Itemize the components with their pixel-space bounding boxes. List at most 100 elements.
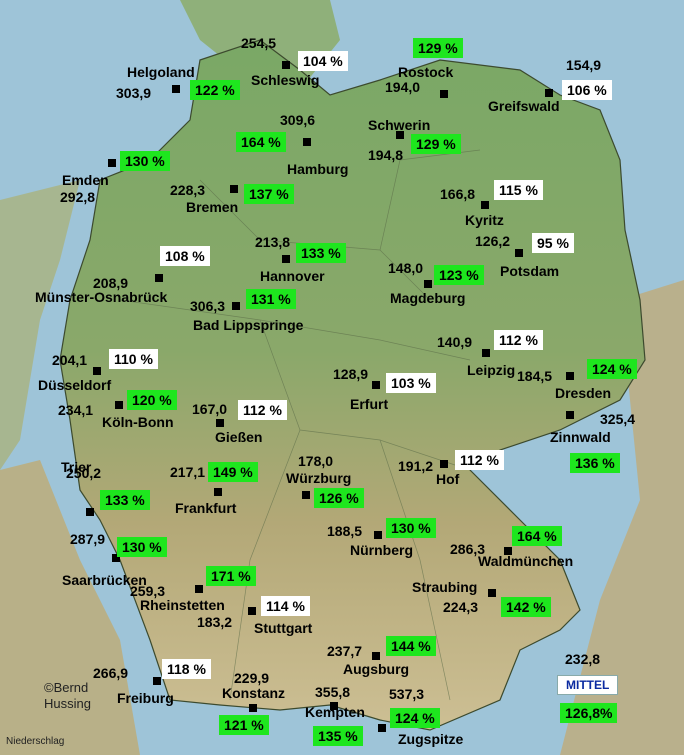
station-value-hof: 191,2 <box>398 458 434 474</box>
station-percent-badge-lippspringe: 131 % <box>246 289 296 309</box>
station-value-nuernberg: 188,5 <box>327 523 363 539</box>
station-name-saarbruecken: Saarbrücken <box>62 572 147 588</box>
station-name-duesseldorf: Düsseldorf <box>38 377 112 393</box>
station-marker-konstanz <box>249 704 257 712</box>
station-value-lippspringe: 306,3 <box>190 298 226 314</box>
station-marker-straubing <box>488 589 496 597</box>
station-name-zinnwald: Zinnwald <box>550 429 611 445</box>
station-percent-badge-trier: 133 % <box>100 490 150 510</box>
station-marker-leipzig <box>482 349 490 357</box>
credit-line-2: Hussing <box>44 696 91 711</box>
station-value-trier: 250,2 <box>66 465 102 481</box>
average-percent-badge: 126,8% <box>560 703 618 723</box>
station-percent-badge-leipzig: 112 % <box>494 330 543 350</box>
average-value: 232,8 <box>565 651 601 667</box>
author-credit: ©Bernd Hussing <box>44 680 91 712</box>
station-marker-kyritz <box>481 201 489 209</box>
station-value-schleswig: 254,5 <box>241 35 277 51</box>
station-marker-zinnwald <box>566 411 574 419</box>
station-value-waldmuenchen: 286,3 <box>450 541 486 557</box>
station-percent-badge-potsdam: 95 % <box>532 233 574 253</box>
station-marker-freiburg <box>153 677 161 685</box>
station-name-leipzig: Leipzig <box>467 362 516 378</box>
station-value-straubing: 224,3 <box>443 599 479 615</box>
station-name-stuttgart: Stuttgart <box>254 620 313 636</box>
station-value-magdeburg: 148,0 <box>388 260 424 276</box>
station-percent-badge-konstanz: 121 % <box>219 715 269 735</box>
station-percent-badge-erfurt: 103 % <box>386 373 436 393</box>
station-value-greifswald: 154,9 <box>566 57 602 73</box>
station-value-helgoland: 303,9 <box>116 85 152 101</box>
station-percent-badge-rostock: 129 % <box>413 38 463 58</box>
station-marker-saarbruecken <box>112 554 120 562</box>
station-value-saarbruecken: 287,9 <box>70 531 106 547</box>
station-marker-koeln <box>115 401 123 409</box>
station-marker-stuttgart <box>248 607 256 615</box>
station-percent-badge-wuerzburg: 126 % <box>314 488 364 508</box>
station-marker-kempten <box>330 702 338 710</box>
station-name-bremen: Bremen <box>186 199 239 215</box>
station-percent-badge-zinnwald: 136 % <box>570 453 620 473</box>
station-name-emden: Emden <box>62 172 109 188</box>
station-name-zugspitze: Zugspitze <box>398 731 464 747</box>
station-percent-badge-schwerin: 129 % <box>411 134 461 154</box>
station-marker-greifswald <box>545 89 553 97</box>
station-value-wuerzburg: 178,0 <box>298 453 334 469</box>
station-marker-rheinstetten <box>195 585 203 593</box>
station-name-kyritz: Kyritz <box>465 212 504 228</box>
station-percent-badge-koeln: 120 % <box>127 390 177 410</box>
station-percent-badge-saarbruecken: 130 % <box>117 537 167 557</box>
station-marker-bremen <box>230 185 238 193</box>
station-name-helgoland: Helgoland <box>127 64 195 80</box>
station-marker-wuerzburg <box>302 491 310 499</box>
station-name-dresden: Dresden <box>555 385 612 401</box>
station-marker-hamburg <box>303 138 311 146</box>
credit-line-1: ©Bernd <box>44 680 89 695</box>
station-value-kempten: 355,8 <box>315 684 351 700</box>
station-value-emden: 292,8 <box>60 189 96 205</box>
station-value-erfurt: 128,9 <box>333 366 369 382</box>
station-name-muenster: Münster-Osnabrück <box>35 289 168 305</box>
station-name-nuernberg: Nürnberg <box>350 542 413 558</box>
station-percent-badge-greifswald: 106 % <box>562 80 612 100</box>
station-percent-badge-nuernberg: 130 % <box>386 518 436 538</box>
station-percent-badge-waldmuenchen: 164 % <box>512 526 562 546</box>
station-value-leipzig: 140,9 <box>437 334 473 350</box>
station-value-hannover: 213,8 <box>255 234 291 250</box>
station-name-augsburg: Augsburg <box>343 661 410 677</box>
station-marker-dresden <box>566 372 574 380</box>
station-value-potsdam: 126,2 <box>475 233 511 249</box>
station-name-potsdam: Potsdam <box>500 263 560 279</box>
station-marker-waldmuenchen <box>504 547 512 555</box>
station-percent-badge-hof: 112 % <box>455 450 504 470</box>
station-percent-badge-helgoland: 122 % <box>190 80 240 100</box>
station-value-augsburg: 237,7 <box>327 643 363 659</box>
station-percent-badge-muenster: 108 % <box>160 246 210 266</box>
station-percent-badge-magdeburg: 123 % <box>434 265 484 285</box>
station-percent-badge-augsburg: 144 % <box>386 636 436 656</box>
station-marker-hof <box>440 460 448 468</box>
station-name-rheinstetten: Rheinstetten <box>140 597 225 613</box>
station-percent-badge-freiburg: 118 % <box>162 659 211 679</box>
station-marker-lippspringe <box>232 302 240 310</box>
station-value-bremen: 228,3 <box>170 182 206 198</box>
station-name-konstanz: Konstanz <box>222 685 285 701</box>
station-name-frankfurt: Frankfurt <box>175 500 237 516</box>
station-marker-muenster <box>155 274 163 282</box>
station-name-rostock: Rostock <box>398 64 454 80</box>
station-percent-badge-hamburg: 164 % <box>236 132 286 152</box>
station-marker-magdeburg <box>424 280 432 288</box>
legend-mean-label: MITTEL <box>557 675 619 695</box>
station-marker-augsburg <box>372 652 380 660</box>
station-value-hamburg: 309,6 <box>280 112 316 128</box>
station-name-kempten: Kempten <box>305 704 365 720</box>
station-marker-potsdam <box>515 249 523 257</box>
station-value-giessen: 167,0 <box>192 401 228 417</box>
station-marker-trier <box>86 508 94 516</box>
station-value-zinnwald: 325,4 <box>600 411 636 427</box>
station-name-lippspringe: Bad Lippspringe <box>193 317 304 333</box>
station-percent-badge-stuttgart: 114 % <box>261 596 310 616</box>
station-percent-badge-kyritz: 115 % <box>494 180 543 200</box>
station-name-koeln: Köln-Bonn <box>102 414 174 430</box>
